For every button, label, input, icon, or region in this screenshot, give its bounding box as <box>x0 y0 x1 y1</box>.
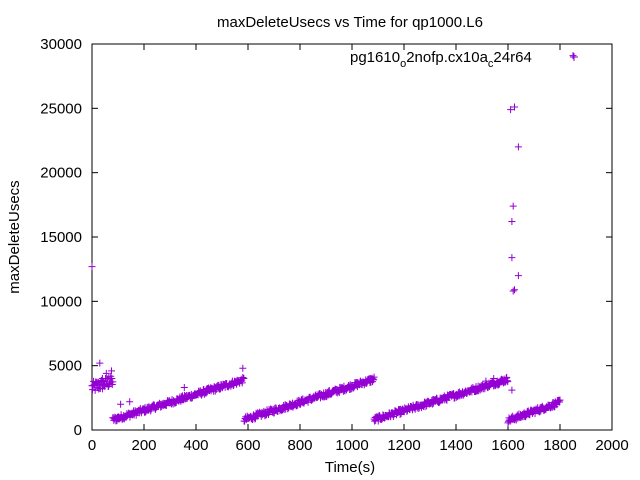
data-point <box>503 373 511 381</box>
x-tick-label: 1000 <box>335 437 368 454</box>
data-point <box>98 375 106 383</box>
data-point <box>109 378 117 386</box>
data-point <box>536 408 544 416</box>
data-point <box>508 386 516 394</box>
data-point <box>238 379 246 387</box>
data-point <box>240 374 248 382</box>
data-points <box>88 52 577 427</box>
data-point <box>490 375 498 383</box>
data-point <box>239 374 247 382</box>
y-tick-label: 15000 <box>40 229 82 246</box>
legend-label-part: pg1610 <box>350 49 400 66</box>
x-axis-label: Time(s) <box>325 459 375 476</box>
data-point <box>96 359 104 367</box>
axis-ticks <box>91 43 613 431</box>
data-point <box>108 374 116 382</box>
data-point <box>239 364 247 372</box>
data-point <box>421 403 429 411</box>
y-axis-label: maxDeleteUsecs <box>6 180 23 293</box>
data-point <box>229 382 237 390</box>
y-tick-label: 20000 <box>40 165 82 182</box>
data-point <box>482 377 490 385</box>
data-point <box>180 384 188 392</box>
legend-label-part: 24r64 <box>493 49 531 66</box>
y-tick-label: 30000 <box>40 36 82 53</box>
data-point <box>508 254 516 262</box>
x-tick-label: 600 <box>235 437 260 454</box>
plot-frame <box>91 43 613 431</box>
x-tick-label: 400 <box>183 437 208 454</box>
data-point <box>476 386 484 394</box>
data-point <box>293 402 301 410</box>
data-point <box>396 410 404 418</box>
data-point <box>504 378 512 386</box>
data-point <box>475 387 483 395</box>
legend: pg1610o2nofp.cx10ac24r64 <box>350 49 578 70</box>
data-point <box>211 387 219 395</box>
data-point <box>509 287 517 295</box>
data-point <box>514 143 522 151</box>
legend-label-part: c <box>488 58 494 70</box>
data-point <box>511 103 518 111</box>
data-point <box>252 414 260 422</box>
y-tick-label: 25000 <box>40 100 82 117</box>
data-point <box>514 272 522 280</box>
x-tick-label: 2000 <box>595 437 628 454</box>
x-tick-label: 1600 <box>491 437 524 454</box>
data-point <box>102 369 110 377</box>
y-tick-label: 0 <box>74 422 82 439</box>
data-point <box>503 377 511 385</box>
data-point <box>251 415 259 423</box>
legend-label: pg1610o2nofp.cx10ac24r64 <box>350 49 532 70</box>
data-point <box>508 218 516 226</box>
legend-marker <box>570 53 578 61</box>
data-point <box>105 373 113 381</box>
data-point <box>556 396 564 404</box>
data-point <box>126 398 134 406</box>
y-tick-label: 10000 <box>40 293 82 310</box>
legend-label-part: o <box>400 58 406 70</box>
data-point <box>88 263 96 271</box>
x-tick-label: 200 <box>131 437 156 454</box>
data-point <box>511 286 518 294</box>
data-point <box>512 416 520 424</box>
x-tick-label: 800 <box>287 437 312 454</box>
data-point <box>389 413 397 421</box>
data-point <box>370 373 378 381</box>
data-point <box>117 400 125 408</box>
legend-label-part: 2nofp.cx10a <box>406 49 488 66</box>
data-point <box>108 367 115 375</box>
data-point <box>509 202 517 210</box>
tick-labels: 0 200 400 600 800 1000 1200 1400 1600 1800 2000050… <box>40 36 628 454</box>
series-points <box>88 52 577 427</box>
x-tick-label: 1200 <box>387 437 420 454</box>
data-point <box>507 106 515 114</box>
x-tick-label: 0 <box>88 437 96 454</box>
data-point <box>89 382 97 390</box>
chart-title: maxDeleteUsecs vs Time for qp1000.L6 <box>217 14 483 31</box>
x-tick-label: 1800 <box>543 437 576 454</box>
x-tick-label: 1400 <box>439 437 472 454</box>
data-point <box>202 389 210 397</box>
data-point <box>153 403 161 411</box>
y-tick-label: 5000 <box>49 358 82 375</box>
data-point <box>569 52 577 60</box>
